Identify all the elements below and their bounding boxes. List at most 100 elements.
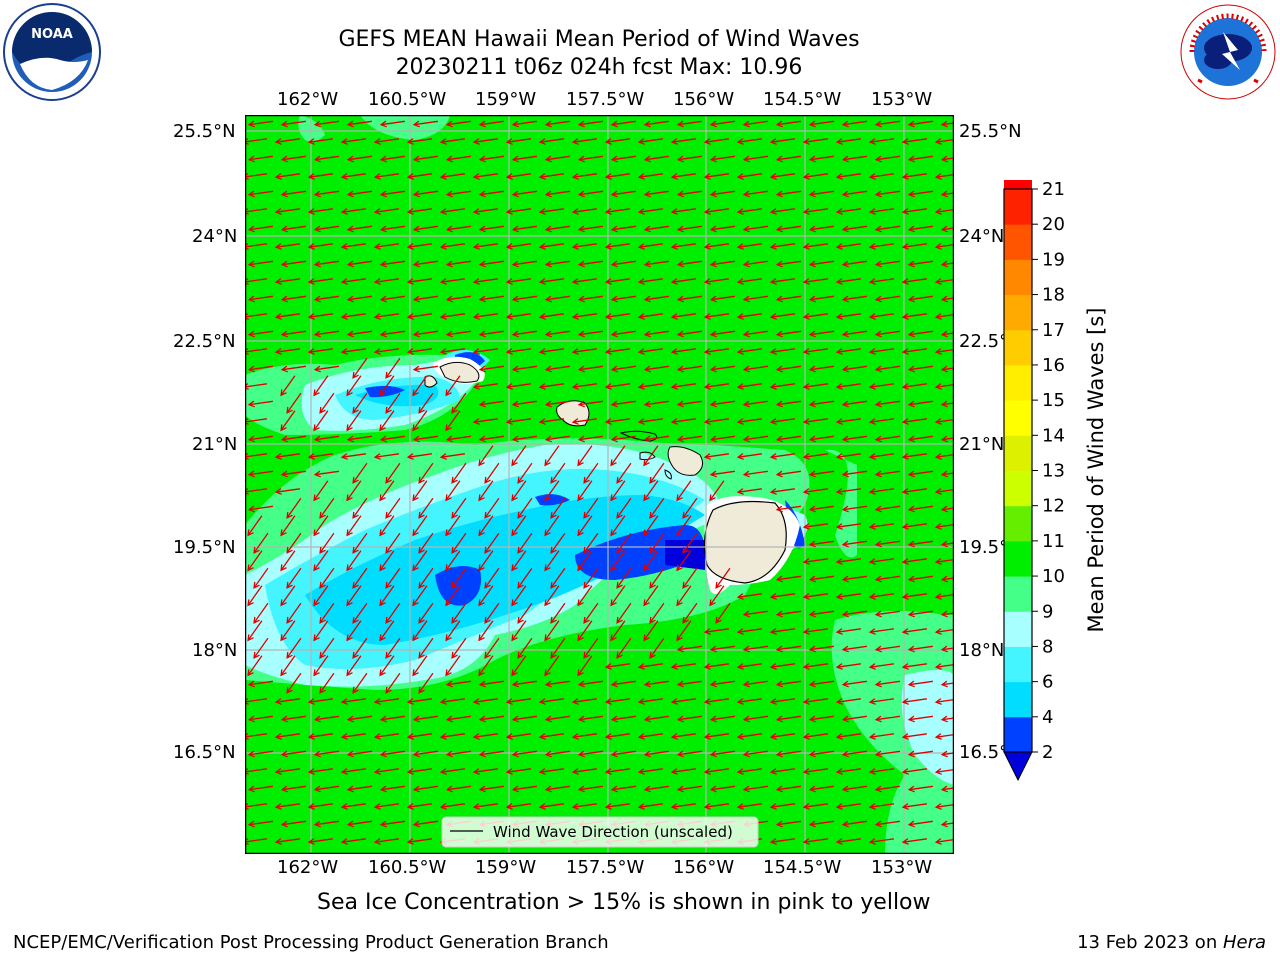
wind-wave-arrow	[307, 138, 333, 145]
wind-wave-arrow	[577, 715, 603, 723]
wind-wave-arrow	[571, 138, 597, 145]
wind-wave-arrow	[901, 278, 927, 285]
wind-wave-arrow	[703, 453, 729, 460]
wind-wave-arrow	[478, 365, 504, 373]
wind-wave-arrow	[478, 260, 504, 268]
wind-wave-arrow	[451, 637, 467, 659]
wind-wave-arrow	[934, 733, 954, 740]
wind-wave-arrow	[901, 663, 927, 670]
colorbar-tick-label: 6	[1042, 672, 1053, 693]
wind-wave-arrow	[352, 392, 368, 414]
wind-wave-arrow	[610, 120, 636, 128]
wind-wave-arrow	[802, 698, 828, 705]
wind-wave-arrow	[907, 120, 933, 128]
wind-wave-arrow	[934, 173, 954, 180]
wind-wave-arrow	[742, 225, 768, 233]
wind-wave-arrow	[247, 330, 273, 338]
wind-wave-arrow	[940, 505, 954, 513]
wind-wave-arrow	[583, 497, 599, 519]
wind-wave-arrow	[280, 820, 306, 828]
wind-wave-arrow	[550, 567, 566, 589]
wind-wave-arrow	[736, 768, 762, 775]
wind-wave-arrow	[874, 295, 900, 303]
wind-wave-arrow	[769, 698, 795, 705]
wind-wave-arrow	[676, 260, 702, 268]
wind-wave-arrow	[439, 803, 465, 810]
wind-wave-arrow	[769, 138, 795, 145]
right-lat-label: 24°N	[959, 226, 1005, 247]
wind-wave-arrow	[346, 515, 362, 537]
wind-wave-arrow	[637, 138, 663, 145]
wind-wave-arrow	[445, 715, 471, 723]
wind-wave-arrow	[676, 515, 692, 537]
wind-wave-arrow	[439, 733, 465, 740]
wind-wave-arrow	[247, 655, 263, 677]
wind-wave-arrow	[670, 243, 696, 250]
wind-wave-arrow	[247, 550, 263, 572]
wind-wave-arrow	[841, 190, 867, 198]
right-lat-label: 25.5°N	[959, 121, 1022, 142]
right-lat-label: 21°N	[959, 434, 1005, 455]
wind-wave-arrow	[280, 655, 296, 677]
wind-wave-arrow	[808, 330, 834, 338]
wind-wave-arrow	[406, 348, 432, 355]
wind-wave-arrow	[286, 672, 302, 694]
wind-wave-arrow	[637, 348, 663, 355]
wind-wave-arrow	[604, 803, 630, 810]
wind-wave-arrow	[478, 515, 494, 537]
wind-wave-arrow	[736, 208, 762, 215]
wind-wave-arrow	[577, 330, 603, 338]
wind-wave-arrow	[868, 418, 894, 425]
wind-wave-arrow	[505, 278, 531, 285]
wind-wave-arrow	[385, 497, 401, 519]
wind-wave-arrow	[610, 715, 636, 723]
wind-wave-arrow	[544, 120, 570, 128]
right-lat-label: 18°N	[959, 640, 1005, 661]
wind-wave-arrow	[709, 585, 725, 607]
wind-wave-arrow	[868, 173, 894, 180]
wind-wave-arrow	[538, 208, 564, 215]
wind-wave-arrow	[346, 655, 362, 677]
colorbar-tick-label: 14	[1042, 425, 1065, 446]
wind-wave-arrow	[274, 733, 300, 740]
wind-wave-arrow	[346, 225, 372, 233]
top-lon-label: 157.5°W	[566, 89, 645, 110]
wind-wave-arrow	[643, 680, 669, 688]
wind-wave-arrow	[385, 462, 401, 484]
wind-wave-arrow	[340, 278, 366, 285]
wind-wave-arrow	[742, 435, 768, 443]
wind-wave-arrow	[808, 190, 834, 198]
wind-wave-arrow	[439, 453, 465, 460]
wind-wave-arrow	[808, 645, 834, 653]
colorbar-extend-arrow	[1003, 751, 1033, 782]
wind-wave-arrow	[676, 400, 702, 408]
wind-wave-arrow	[907, 190, 933, 198]
wind-wave-arrow	[352, 357, 368, 379]
wind-wave-arrow	[808, 295, 834, 303]
wind-wave-arrow	[610, 400, 636, 408]
colorbar-tick-label: 11	[1042, 531, 1065, 552]
wind-wave-arrow	[346, 435, 372, 443]
wind-wave-arrow	[637, 173, 663, 180]
wind-wave-arrow	[934, 558, 954, 565]
wind-wave-arrow	[769, 768, 795, 775]
colorbar-segment	[1004, 180, 1032, 190]
wind-wave-arrow	[736, 803, 762, 810]
colorbar-tick-label: 19	[1042, 249, 1065, 270]
wind-wave-arrow	[775, 400, 801, 408]
colorbar-segment	[1004, 716, 1032, 753]
wind-wave-arrow	[313, 365, 339, 373]
wind-wave-arrow	[934, 838, 954, 845]
wind-wave-arrow	[835, 663, 861, 670]
wind-wave-arrow	[934, 803, 954, 810]
wind-wave-arrow	[505, 138, 531, 145]
colorbar-tick-label: 2	[1042, 742, 1053, 763]
wind-wave-arrow	[901, 173, 927, 180]
wind-wave-arrow	[286, 532, 302, 554]
wind-wave-arrow	[835, 383, 861, 390]
colorbar-tick-label: 16	[1042, 355, 1065, 376]
wind-wave-arrow	[742, 120, 768, 128]
colorbar-segment	[1004, 364, 1032, 401]
wind-wave-arrow	[841, 750, 867, 758]
wind-wave-arrow	[577, 655, 593, 677]
